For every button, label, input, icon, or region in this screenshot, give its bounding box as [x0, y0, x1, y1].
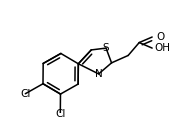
- Text: O: O: [157, 32, 165, 42]
- Text: S: S: [103, 43, 109, 53]
- Text: Cl: Cl: [55, 109, 65, 119]
- Text: Cl: Cl: [20, 89, 30, 99]
- Text: N: N: [95, 69, 102, 79]
- Text: OH: OH: [154, 43, 170, 53]
